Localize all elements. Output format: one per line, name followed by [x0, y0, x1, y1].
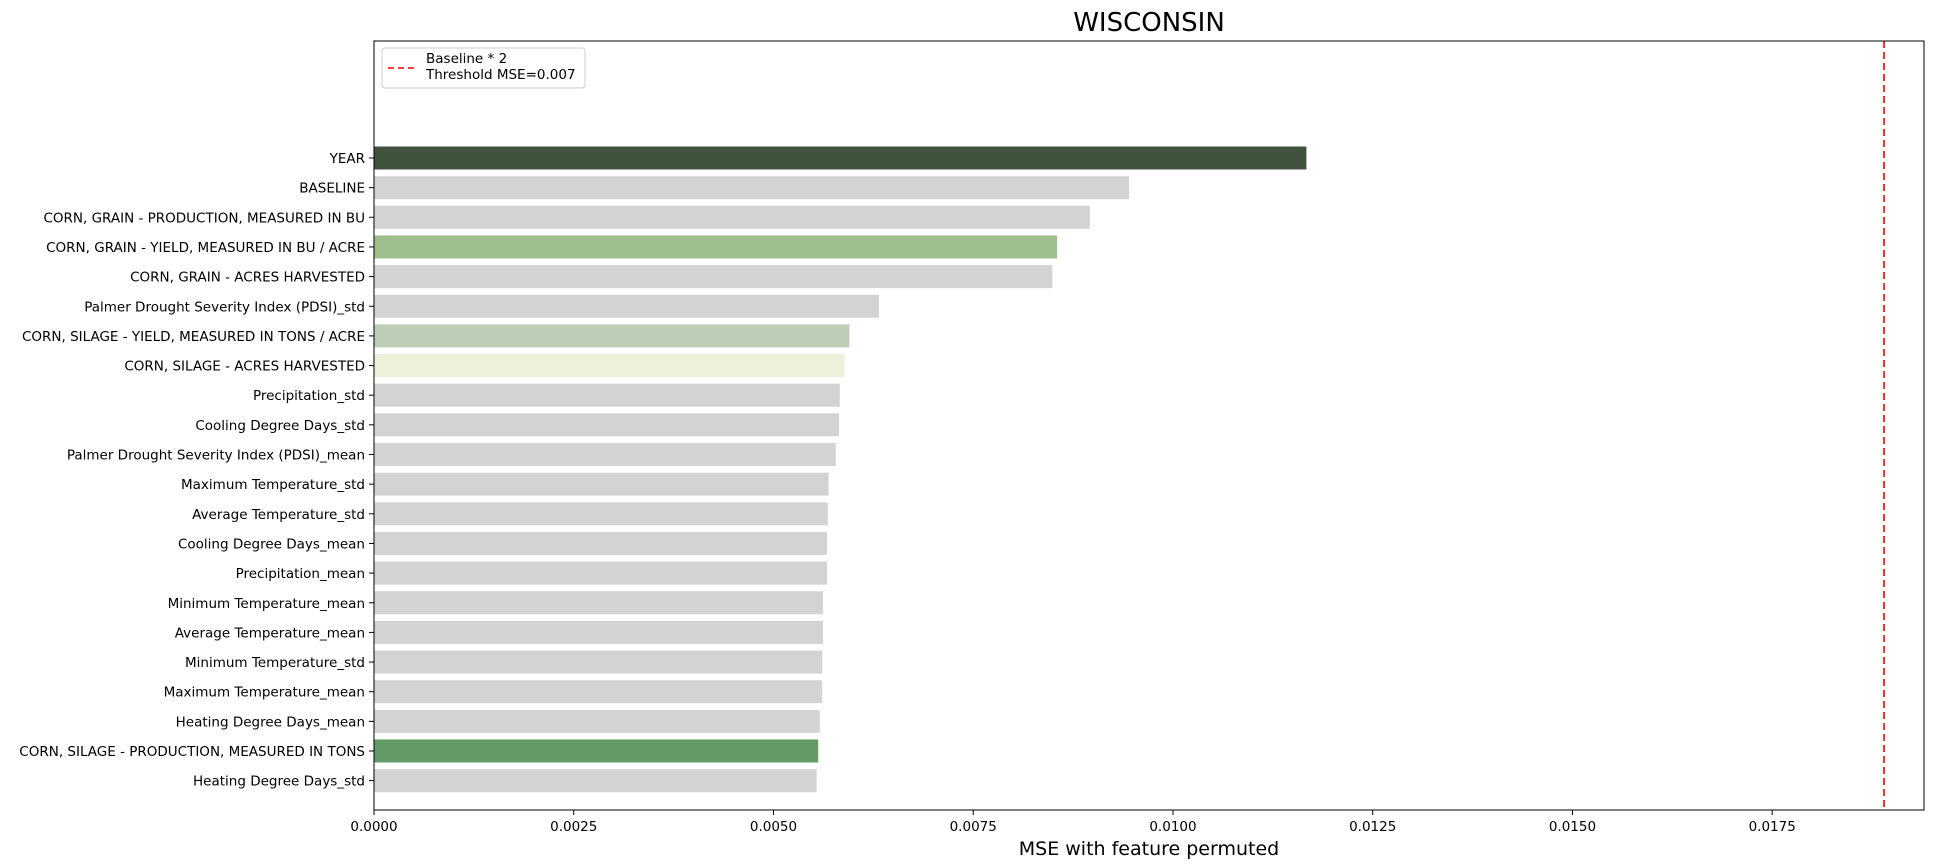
- bar-16: [374, 620, 824, 644]
- y-tick-label-10: Palmer Drought Severity Index (PDSI)_mea…: [67, 448, 365, 464]
- bar-14: [374, 561, 828, 585]
- y-tick-label-7: CORN, SILAGE - ACRES HARVESTED: [124, 359, 365, 375]
- bar-13: [374, 531, 828, 555]
- y-tick-label-20: CORN, SILAGE - PRODUCTION, MEASURED IN T…: [19, 744, 365, 760]
- y-tick-label-11: Maximum Temperature_std: [181, 477, 365, 493]
- y-tick-label-16: Average Temperature_mean: [175, 625, 365, 641]
- bar-11: [374, 472, 829, 496]
- y-tick-label-21: Heating Degree Days_std: [193, 774, 365, 790]
- y-tick-label-1: BASELINE: [299, 181, 365, 197]
- y-tick-label-19: Heating Degree Days_mean: [176, 714, 365, 730]
- x-tick-label-6: 0.0150: [1549, 819, 1596, 835]
- x-tick-label-3: 0.0075: [950, 819, 997, 835]
- bar-1: [374, 176, 1130, 200]
- y-tick-label-17: Minimum Temperature_std: [185, 655, 365, 671]
- legend: Baseline * 2 Threshold MSE=0.007: [381, 47, 586, 89]
- bar-15: [374, 591, 824, 615]
- bar-12: [374, 502, 828, 526]
- x-tick-label-1: 0.0025: [550, 819, 597, 835]
- x-ticks-group: 0.0000 0.0025 0.0050 0.0075 0.0100 0.0125 0.01…: [350, 810, 1796, 835]
- x-tick-label-7: 0.0175: [1749, 819, 1796, 835]
- bar-17: [374, 650, 823, 674]
- y-tick-label-6: CORN, SILAGE - YIELD, MEASURED IN TONS /…: [22, 329, 365, 345]
- y-tick-label-5: Palmer Drought Severity Index (PDSI)_std: [84, 299, 365, 315]
- x-tick-label-4: 0.0100: [1149, 819, 1196, 835]
- bar-19: [374, 709, 820, 733]
- y-ticks-group: YEAR BASELINE CORN, GRAIN - PRODUCTION, ME…: [19, 151, 374, 790]
- y-tick-label-9: Cooling Degree Days_std: [195, 418, 365, 434]
- y-tick-label-4: CORN, GRAIN - ACRES HARVESTED: [130, 270, 365, 286]
- y-tick-label-13: Cooling Degree Days_mean: [178, 536, 365, 552]
- legend-threshold-label-line1: Baseline * 2: [426, 51, 507, 67]
- x-tick-label-5: 0.0125: [1349, 819, 1396, 835]
- bar-18: [374, 680, 823, 704]
- y-tick-label-8: Precipitation_std: [253, 388, 365, 404]
- bar-10: [374, 443, 836, 466]
- bar-2: [374, 205, 1090, 229]
- chart-title: WISCONSIN: [1073, 8, 1225, 38]
- bar-8: [374, 383, 840, 407]
- bar-0: [374, 146, 1307, 170]
- bar-6: [374, 324, 850, 348]
- y-tick-label-18: Maximum Temperature_mean: [164, 685, 365, 701]
- bars-group: [374, 146, 1307, 793]
- plot-frame: [373, 40, 1925, 811]
- bar-21: [374, 769, 817, 793]
- y-tick-label-12: Average Temperature_std: [192, 507, 365, 523]
- y-tick-label-15: Minimum Temperature_mean: [168, 596, 365, 612]
- bar-9: [374, 413, 839, 437]
- bar-7: [374, 354, 845, 378]
- y-tick-label-3: CORN, GRAIN - YIELD, MEASURED IN BU / AC…: [46, 240, 365, 256]
- x-tick-label-2: 0.0050: [750, 819, 797, 835]
- legend-box: [381, 47, 586, 89]
- bar-20: [374, 739, 819, 763]
- bar-3: [374, 235, 1058, 259]
- y-tick-label-14: Precipitation_mean: [236, 566, 365, 582]
- legend-threshold-label-line2: Threshold MSE=0.007: [425, 67, 576, 83]
- x-axis-label: MSE with feature permuted: [1019, 838, 1279, 860]
- bar-4: [374, 265, 1053, 289]
- bar-5: [374, 294, 879, 318]
- y-tick-label-2: CORN, GRAIN - PRODUCTION, MEASURED IN BU: [43, 210, 365, 226]
- y-tick-label-0: YEAR: [329, 151, 365, 167]
- x-tick-label-0: 0.0000: [350, 819, 397, 835]
